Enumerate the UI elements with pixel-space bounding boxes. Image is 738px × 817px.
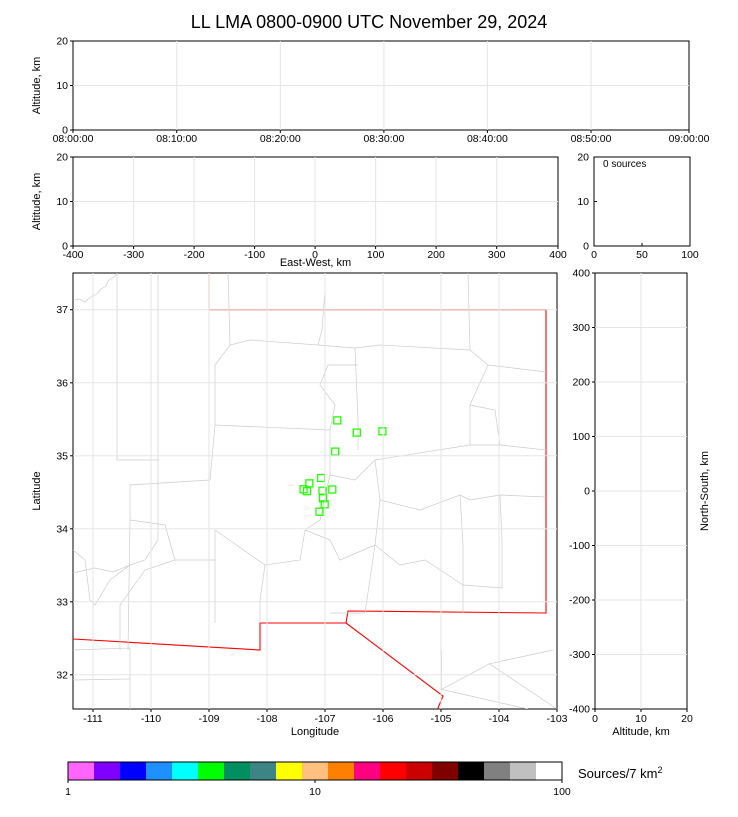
svg-text:300: 300	[488, 249, 506, 261]
svg-text:100: 100	[367, 249, 385, 261]
svg-text:100: 100	[572, 431, 590, 443]
svg-text:-105: -105	[430, 713, 451, 725]
svg-text:0: 0	[583, 241, 589, 253]
svg-text:10: 10	[635, 713, 647, 725]
svg-text:08:20:00: 08:20:00	[260, 133, 301, 145]
svg-text:10: 10	[56, 80, 68, 92]
svg-text:-103: -103	[546, 713, 567, 725]
svg-text:-108: -108	[256, 713, 277, 725]
svg-text:-110: -110	[141, 713, 161, 725]
svg-text:10: 10	[56, 196, 68, 208]
svg-text:100: 100	[681, 249, 699, 261]
svg-text:08:30:00: 08:30:00	[363, 133, 404, 145]
svg-text:20: 20	[577, 152, 589, 164]
svg-text:-106: -106	[372, 713, 393, 725]
svg-text:1: 1	[65, 786, 71, 798]
svg-text:35: 35	[56, 450, 68, 462]
svg-text:20: 20	[56, 152, 68, 164]
svg-text:400: 400	[572, 268, 590, 280]
svg-text:Longitude: Longitude	[291, 726, 339, 738]
svg-text:200: 200	[572, 377, 590, 389]
svg-text:-104: -104	[488, 713, 509, 725]
svg-text:-200: -200	[184, 249, 205, 261]
svg-text:-300: -300	[569, 649, 590, 661]
svg-text:200: 200	[427, 249, 445, 261]
svg-text:08:50:00: 08:50:00	[571, 133, 612, 145]
svg-text:09:00:00: 09:00:00	[669, 133, 710, 145]
svg-text:32: 32	[56, 669, 68, 681]
svg-text:East-West, km: East-West, km	[280, 257, 351, 269]
svg-text:08:40:00: 08:40:00	[467, 133, 508, 145]
svg-text:20: 20	[56, 36, 68, 48]
svg-text:Altitude, km: Altitude, km	[612, 726, 669, 738]
svg-text:08:10:00: 08:10:00	[156, 133, 197, 145]
svg-text:34: 34	[56, 523, 68, 535]
svg-text:LL LMA 0800-0900 UTC November: LL LMA 0800-0900 UTC November 29, 2024	[191, 12, 548, 32]
svg-text:0: 0	[584, 486, 590, 498]
svg-text:Latitude: Latitude	[31, 471, 43, 510]
svg-text:33: 33	[56, 596, 68, 608]
svg-text:37: 37	[56, 304, 68, 316]
svg-text:Altitude, km: Altitude, km	[31, 57, 43, 114]
svg-text:300: 300	[572, 322, 590, 334]
svg-text:-100: -100	[244, 249, 265, 261]
svg-text:Altitude, km: Altitude, km	[31, 173, 43, 230]
svg-text:10: 10	[309, 786, 321, 798]
svg-text:-200: -200	[569, 595, 590, 607]
svg-text:36: 36	[56, 377, 68, 389]
svg-text:-100: -100	[569, 540, 590, 552]
svg-text:-300: -300	[123, 249, 144, 261]
svg-text:North-South, km: North-South, km	[699, 451, 711, 531]
svg-text:-107: -107	[314, 713, 335, 725]
svg-text:-400: -400	[569, 704, 590, 716]
svg-text:400: 400	[549, 249, 567, 261]
svg-text:20: 20	[681, 713, 693, 725]
svg-text:0: 0	[591, 249, 597, 261]
svg-text:50: 50	[636, 249, 648, 261]
svg-text:-109: -109	[198, 713, 219, 725]
svg-text:0: 0	[592, 713, 598, 725]
svg-text:0 sources: 0 sources	[603, 159, 646, 170]
svg-text:0: 0	[62, 241, 68, 253]
svg-text:100: 100	[553, 786, 571, 798]
svg-text:Sources/7 km2: Sources/7 km2	[578, 765, 663, 781]
svg-text:0: 0	[62, 125, 68, 137]
svg-text:-111: -111	[83, 713, 103, 725]
svg-text:10: 10	[577, 196, 589, 208]
svg-text:08:00:00: 08:00:00	[53, 133, 94, 145]
